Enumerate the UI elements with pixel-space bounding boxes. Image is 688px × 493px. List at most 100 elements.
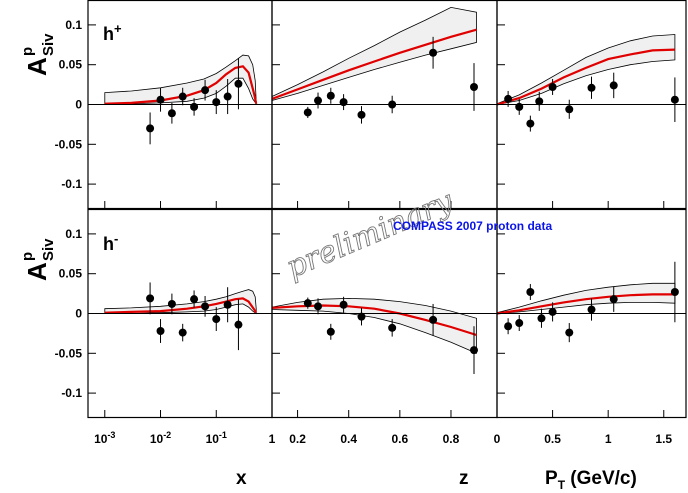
data-point-r0-c1-4 [357, 110, 366, 119]
data-point-r0-c2-2 [526, 119, 535, 128]
data-point-r0-c0-8 [234, 79, 243, 88]
data-point-r1-c1-7 [469, 346, 478, 355]
data-point-r1-c2-7 [609, 295, 618, 304]
data-point-r1-c0-0 [146, 294, 155, 303]
x-tick-label-c1-3: 0.8 [443, 432, 460, 446]
row-label-hminus: h- [103, 231, 118, 254]
data-point-r0-c0-4 [190, 102, 199, 111]
data-point-r1-c1-0 [303, 299, 312, 308]
data-point-r1-c0-5 [201, 302, 210, 311]
data-point-r1-c1-3 [339, 300, 348, 309]
y-tick-label-r1-0: -0.1 [61, 386, 82, 400]
data-point-r0-c2-5 [565, 105, 574, 114]
data-point-r1-c2-2 [526, 288, 535, 297]
data-point-r1-c0-7 [223, 300, 232, 309]
x-tick-label-c0-3: 1 [269, 432, 276, 446]
data-point-r0-c2-3 [535, 97, 544, 106]
data-point-r0-c0-1 [156, 95, 165, 104]
y-axis-label-bottom: A p Siv [19, 238, 57, 281]
data-point-r0-c0-5 [201, 86, 210, 95]
x-tick-label-c0-0: 10-3 [94, 430, 115, 446]
data-point-r0-c2-7 [609, 81, 618, 90]
model-curve-r0-c1 [271, 28, 477, 100]
data-point-r1-c1-6 [429, 315, 438, 324]
annotation-compass: COMPASS 2007 proton data [393, 219, 552, 233]
data-point-r0-c1-1 [314, 96, 323, 105]
model-curve-r0-c0 [104, 65, 258, 105]
data-point-r1-c0-1 [156, 327, 165, 336]
y-tick-label-r0-0: -0.1 [61, 177, 82, 191]
row-label-hplus: h+ [103, 21, 122, 44]
x-tick-label-c2-0: 0 [494, 432, 501, 446]
svg-text:p: p [19, 252, 36, 261]
data-point-r1-c1-4 [357, 312, 366, 321]
y-tick-label-r1-1: -0.05 [55, 346, 83, 360]
x-tick-label-c2-3: 1.5 [655, 432, 672, 446]
data-points [146, 36, 679, 374]
model-band-r1-c1 [271, 297, 477, 354]
model-curves [104, 28, 675, 337]
data-point-r0-c0-2 [167, 109, 176, 118]
svg-text:Siv: Siv [40, 238, 57, 261]
model-bands [104, 6, 676, 354]
data-point-r1-c2-5 [565, 328, 574, 337]
model-curve-r1-c2 [496, 293, 675, 315]
data-point-r1-c2-4 [548, 307, 557, 316]
watermark-preliminary: preliminary [281, 184, 459, 286]
x-tick-label-c2-1: 0.5 [544, 432, 561, 446]
data-point-r0-c0-6 [212, 98, 221, 107]
data-point-r0-c2-8 [670, 95, 679, 104]
model-band-r0-c1 [271, 6, 477, 102]
x-axis-label-x: x [236, 468, 247, 489]
data-point-r0-c1-5 [388, 100, 397, 109]
y-tick-label-r0-3: 0.05 [59, 58, 83, 72]
svg-text:p: p [19, 47, 36, 56]
x-axis-label-z: z [459, 468, 469, 489]
data-point-r1-c0-4 [190, 295, 199, 304]
data-point-r1-c2-0 [504, 322, 513, 331]
data-point-r0-c2-1 [515, 102, 524, 111]
data-point-r1-c2-8 [670, 288, 679, 297]
x-tick-label-c1-2: 0.6 [391, 432, 408, 446]
x-tick-label-c0-1: 10-2 [150, 430, 171, 446]
svg-text:Siv: Siv [40, 33, 57, 56]
data-point-r0-c2-4 [548, 82, 557, 91]
svg-text:A: A [22, 262, 52, 281]
x-tick-label-c2-2: 1 [605, 432, 612, 446]
data-point-r0-c2-0 [504, 94, 513, 103]
x-axis-label-pt: PT (GeV/c) [545, 468, 637, 492]
data-point-r0-c0-7 [223, 92, 232, 101]
data-point-r1-c1-5 [388, 323, 397, 332]
svg-text:A: A [22, 57, 52, 76]
data-point-r0-c1-7 [469, 82, 478, 91]
model-band-r0-c2 [496, 34, 676, 105]
y-tick-label-r0-2: 0 [75, 98, 82, 112]
data-point-r1-c1-1 [314, 302, 323, 311]
y-tick-label-r0-4: 0.1 [65, 18, 82, 32]
y-tick-label-r1-2: 0 [75, 307, 82, 321]
data-point-r1-c2-3 [537, 314, 546, 323]
data-point-r0-c2-6 [587, 83, 596, 92]
model-curve-r0-c2 [496, 48, 675, 106]
data-point-r1-c0-8 [234, 320, 243, 329]
y-tick-label-r1-4: 0.1 [65, 227, 82, 241]
data-point-r1-c0-2 [167, 299, 176, 308]
data-point-r1-c1-2 [326, 327, 335, 336]
data-point-r0-c1-0 [303, 108, 312, 117]
x-tick-label-c0-2: 10-1 [206, 430, 227, 446]
y-tick-label-r0-1: -0.05 [55, 137, 83, 151]
y-tick-label-r1-3: 0.05 [59, 267, 83, 281]
model-curve-r1-c0 [104, 297, 258, 314]
data-point-r0-c0-0 [146, 124, 155, 133]
data-point-r0-c1-2 [326, 91, 335, 100]
x-tick-label-c1-0: 0.2 [289, 432, 306, 446]
data-point-r0-c0-3 [178, 92, 187, 101]
data-point-r1-c2-1 [515, 319, 524, 328]
data-point-r1-c0-6 [212, 315, 221, 324]
data-point-r1-c0-3 [178, 328, 187, 337]
data-point-r0-c1-3 [339, 98, 348, 107]
y-axis-label-top: A p Siv [19, 33, 57, 76]
data-point-r1-c2-6 [587, 305, 596, 314]
